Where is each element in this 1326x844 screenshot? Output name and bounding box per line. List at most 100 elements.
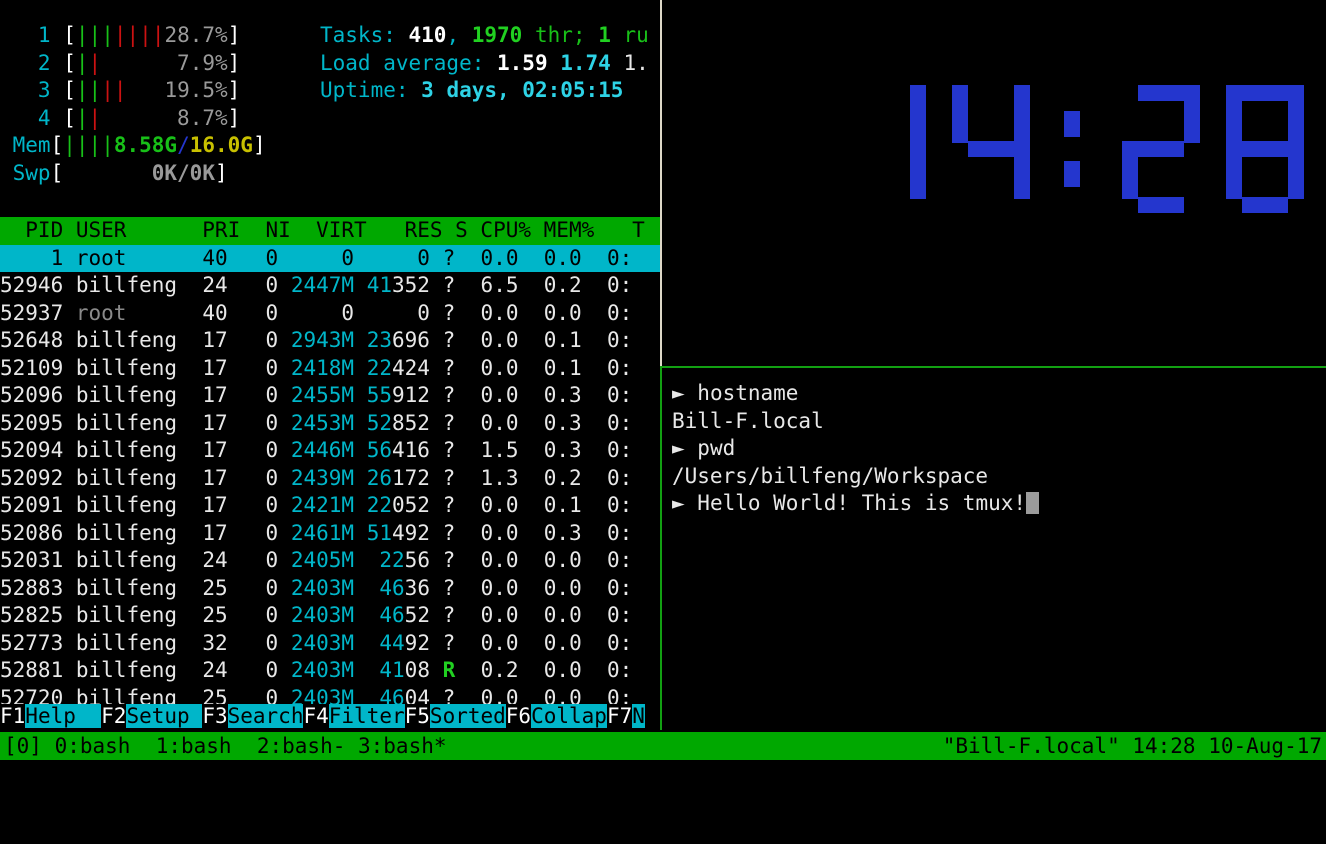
cell-res-high: 55 <box>366 383 393 407</box>
table-row[interactable]: 52031 billfeng 24 0 2405M 2256 ? 0.0 0.0… <box>0 547 660 575</box>
load-5min: 1.74 <box>560 50 611 75</box>
htop-function-bar[interactable]: F1Help F2Setup F3SearchF4FilterF5SortedF… <box>0 702 660 730</box>
fn-key-f2[interactable]: F2 <box>101 704 127 728</box>
table-row[interactable]: 52946 billfeng 24 0 2447M 41352 ? 6.5 0.… <box>0 272 660 300</box>
sp <box>278 273 291 297</box>
sp <box>354 438 367 462</box>
status-bar-left[interactable]: [0] 0:bash 1:bash 2:bash- 3:bash* <box>4 734 447 758</box>
bar-segment: | <box>88 23 102 47</box>
clock-pane[interactable] <box>666 0 1326 366</box>
cell-state: ? <box>442 630 456 655</box>
cell-ni: 0 <box>227 658 279 682</box>
cell-mem: 0.3 <box>518 520 582 545</box>
cpu-meter-label: 3 <box>0 78 64 102</box>
sp <box>63 603 76 627</box>
fn-label-f4[interactable]: Filter <box>328 704 405 728</box>
cell-pri: 17 <box>189 438 228 462</box>
cell-user: root <box>75 300 190 325</box>
cell-state: ? <box>442 438 456 462</box>
sp <box>430 356 443 380</box>
shell-line-3: /Users/billfeng/Workspace <box>672 463 1322 491</box>
sp <box>354 383 367 407</box>
table-row[interactable]: 52648 billfeng 17 0 2943M 23696 ? 0.0 0.… <box>0 327 660 355</box>
cell-res-high: 56 <box>366 438 393 462</box>
sp <box>63 493 76 517</box>
table-row[interactable]: 52773 billfeng 32 0 2403M 4492 ? 0.0 0.0… <box>0 630 660 658</box>
table-row[interactable]: 52096 billfeng 17 0 2455M 55912 ? 0.0 0.… <box>0 382 660 410</box>
cell-time: 0: <box>581 630 633 655</box>
cell-virt: 2455M <box>290 383 355 407</box>
load-label: Load average: <box>320 50 498 75</box>
htop-summary: Tasks: 410, 1970 thr; 1 ru Load average: … <box>320 22 660 105</box>
htop-pane[interactable]: 1 [|||||||28.7%] 2 [|| 7.9%] 3 [|||| 19.… <box>0 0 660 730</box>
process-table-rows[interactable]: 1 root 40 0 0 0 ? 0.0 0.0 0: 52946 billfe… <box>0 244 660 713</box>
fn-label-f5[interactable]: Sorted <box>429 704 506 728</box>
table-row[interactable]: 52109 billfeng 17 0 2418M 22424 ? 0.0 0.… <box>0 355 660 383</box>
mem-meter-bar: |||| <box>63 133 114 157</box>
cell-user: billfeng <box>75 273 190 297</box>
table-row[interactable]: 52825 billfeng 25 0 2403M 4652 ? 0.0 0.0… <box>0 602 660 630</box>
fn-key-f7[interactable]: F7 <box>606 704 633 728</box>
cpu-meter-3: 3 [|||| 19.5%] <box>0 77 660 105</box>
fn-label-f1[interactable]: Help <box>25 704 102 728</box>
table-row[interactable]: 52086 billfeng 17 0 2461M 51492 ? 0.0 0.… <box>0 520 660 548</box>
sp <box>354 356 367 380</box>
cell-time: 0: <box>581 245 633 270</box>
table-row[interactable]: 52094 billfeng 17 0 2446M 56416 ? 1.5 0.… <box>0 437 660 465</box>
cell-time: 0: <box>581 465 633 490</box>
bar-segment: | <box>101 133 114 157</box>
process-table-header[interactable]: PID USER PRI NI VIRT RES S CPU% MEM% T <box>0 217 660 245</box>
bar-segment: | <box>139 23 152 47</box>
cell-cpu: 0.0 <box>455 410 519 435</box>
sp <box>430 328 443 352</box>
fn-key-f5[interactable]: F5 <box>404 704 430 728</box>
cell-state: ? <box>442 245 456 270</box>
cell-time: 0: <box>581 383 633 407</box>
table-row[interactable]: 52092 billfeng 17 0 2439M 26172 ? 1.3 0.… <box>0 465 660 493</box>
segment-c <box>910 141 926 199</box>
terminal-cursor[interactable] <box>1026 492 1040 514</box>
table-row[interactable]: 52883 billfeng 25 0 2403M 4636 ? 0.0 0.0… <box>0 575 660 603</box>
cell-res-low: 172 <box>392 465 430 490</box>
cell-cpu: 0.0 <box>455 383 519 407</box>
fn-label-f2[interactable]: Setup <box>126 704 203 728</box>
bracket-close: ] <box>227 50 241 75</box>
table-row[interactable]: 1 root 40 0 0 0 ? 0.0 0.0 0: <box>0 244 660 272</box>
bracket-close: ] <box>227 23 241 47</box>
cell-res-high: 46 <box>379 575 405 600</box>
cell-pid: 52086 <box>0 520 64 545</box>
sp <box>63 411 76 435</box>
fn-key-f3[interactable]: F3 <box>202 704 228 728</box>
tmux-status-bar[interactable]: [0] 0:bash 1:bash 2:bash- 3:bash* "Bill-… <box>0 732 1326 760</box>
cell-ni: 0 <box>227 300 279 325</box>
cpu-meter-label: 4 <box>0 105 64 130</box>
table-row[interactable]: 52095 billfeng 17 0 2453M 52852 ? 0.0 0.… <box>0 410 660 438</box>
bar-gap <box>101 51 177 75</box>
bracket-open: [ <box>50 160 64 185</box>
cell-time: 0: <box>581 438 633 462</box>
cell-cpu: 0.0 <box>455 520 519 545</box>
cell-pri: 40 <box>189 245 228 270</box>
pane-border-vertical-inactive <box>660 0 662 366</box>
fn-key-f6[interactable]: F6 <box>505 704 532 728</box>
table-row[interactable]: 52937 root 40 0 0 0 ? 0.0 0.0 0: <box>0 300 660 328</box>
fn-label-f7[interactable]: N <box>632 704 645 728</box>
sp <box>430 301 443 325</box>
fn-key-f4[interactable]: F4 <box>303 704 329 728</box>
sp <box>63 383 76 407</box>
cell-mem: 0.3 <box>518 410 582 435</box>
sp <box>354 658 367 682</box>
fn-key-f1[interactable]: F1 <box>0 704 26 728</box>
table-row[interactable]: 52881 billfeng 24 0 2403M 4108 R 0.2 0.0… <box>0 657 660 685</box>
table-row[interactable]: 52091 billfeng 17 0 2421M 22052 ? 0.0 0.… <box>0 492 660 520</box>
shell-pane[interactable]: ► hostname Bill-F.local ► pwd/Users/billfe… <box>666 372 1326 730</box>
shell-output: ► hostname Bill-F.local ► pwd/Users/billfe… <box>672 380 1322 518</box>
bar-segment: | <box>151 23 165 47</box>
segment-e <box>952 141 968 199</box>
cell-pri: 25 <box>189 603 228 627</box>
bar-segment: | <box>63 133 76 157</box>
segment-f <box>848 85 864 143</box>
fn-label-f3[interactable]: Search <box>227 704 304 728</box>
fn-label-f6[interactable]: Collap <box>531 704 607 728</box>
pane-border-vertical-active <box>660 366 662 730</box>
